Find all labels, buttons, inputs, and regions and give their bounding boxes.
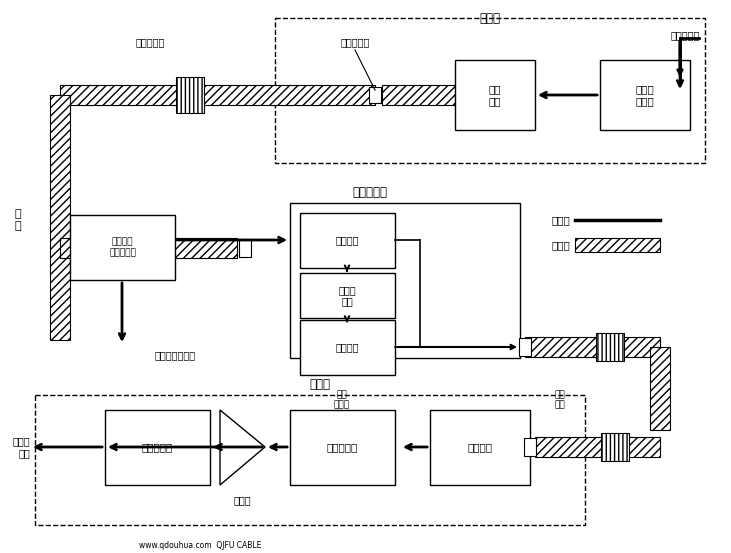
Polygon shape <box>220 410 265 485</box>
Bar <box>650 347 670 430</box>
Bar <box>382 85 455 105</box>
Text: 光解复用器: 光解复用器 <box>327 442 358 452</box>
Bar <box>519 338 531 356</box>
Text: 光检波器: 光检波器 <box>336 236 359 246</box>
Text: 模拟和数字备份: 模拟和数字备份 <box>154 350 196 360</box>
Bar <box>300 320 395 375</box>
Bar <box>369 87 381 103</box>
Bar <box>275 18 705 163</box>
Bar <box>70 215 175 280</box>
Bar <box>60 238 237 258</box>
Bar <box>600 60 690 130</box>
Bar <box>50 95 70 340</box>
Text: 放大器: 放大器 <box>233 495 251 505</box>
Text: 光纤连接盒: 光纤连接盒 <box>135 37 164 47</box>
Bar <box>290 203 520 358</box>
Text: 电信号
处理: 电信号 处理 <box>338 285 356 306</box>
Text: 电信号
输出: 电信号 输出 <box>12 436 30 458</box>
Text: 光信号: 光信号 <box>551 240 570 250</box>
Text: www.qdouhua.com  QJFU CABLE: www.qdouhua.com QJFU CABLE <box>139 540 261 550</box>
Text: 信号解调器: 信号解调器 <box>142 442 173 452</box>
Text: 发送端: 发送端 <box>480 12 501 25</box>
Text: 光纤
缆线: 光纤 缆线 <box>555 390 565 410</box>
Text: 光
纤: 光 纤 <box>15 209 21 231</box>
Text: 光调制器: 光调制器 <box>336 342 359 352</box>
Bar <box>300 213 395 268</box>
Text: 接收端: 接收端 <box>309 378 330 392</box>
Bar <box>535 437 660 457</box>
Bar <box>176 77 204 113</box>
Bar <box>596 333 624 361</box>
Text: 电信号输入: 电信号输入 <box>670 30 700 40</box>
Text: 光放大器: 光放大器 <box>468 442 493 452</box>
Bar <box>430 410 530 485</box>
Text: 光纤复合
光缆代束器: 光纤复合 光缆代束器 <box>109 238 136 257</box>
Bar <box>60 85 375 105</box>
Text: 再生中继器: 再生中继器 <box>352 186 387 200</box>
Bar <box>575 238 660 252</box>
Bar <box>525 337 660 357</box>
Text: 信号
探测器: 信号 探测器 <box>334 390 350 410</box>
Bar <box>239 239 251 257</box>
Text: 光纤连接器: 光纤连接器 <box>341 37 370 47</box>
Bar <box>105 410 210 485</box>
Bar <box>601 433 629 461</box>
Bar <box>524 438 536 456</box>
Text: 光发
送机: 光发 送机 <box>489 84 501 106</box>
Text: 电信号: 电信号 <box>551 215 570 225</box>
Bar <box>290 410 395 485</box>
Bar <box>35 395 585 525</box>
Bar <box>300 273 395 318</box>
Bar <box>455 60 535 130</box>
Text: 电信号
调制器: 电信号 调制器 <box>636 84 654 106</box>
